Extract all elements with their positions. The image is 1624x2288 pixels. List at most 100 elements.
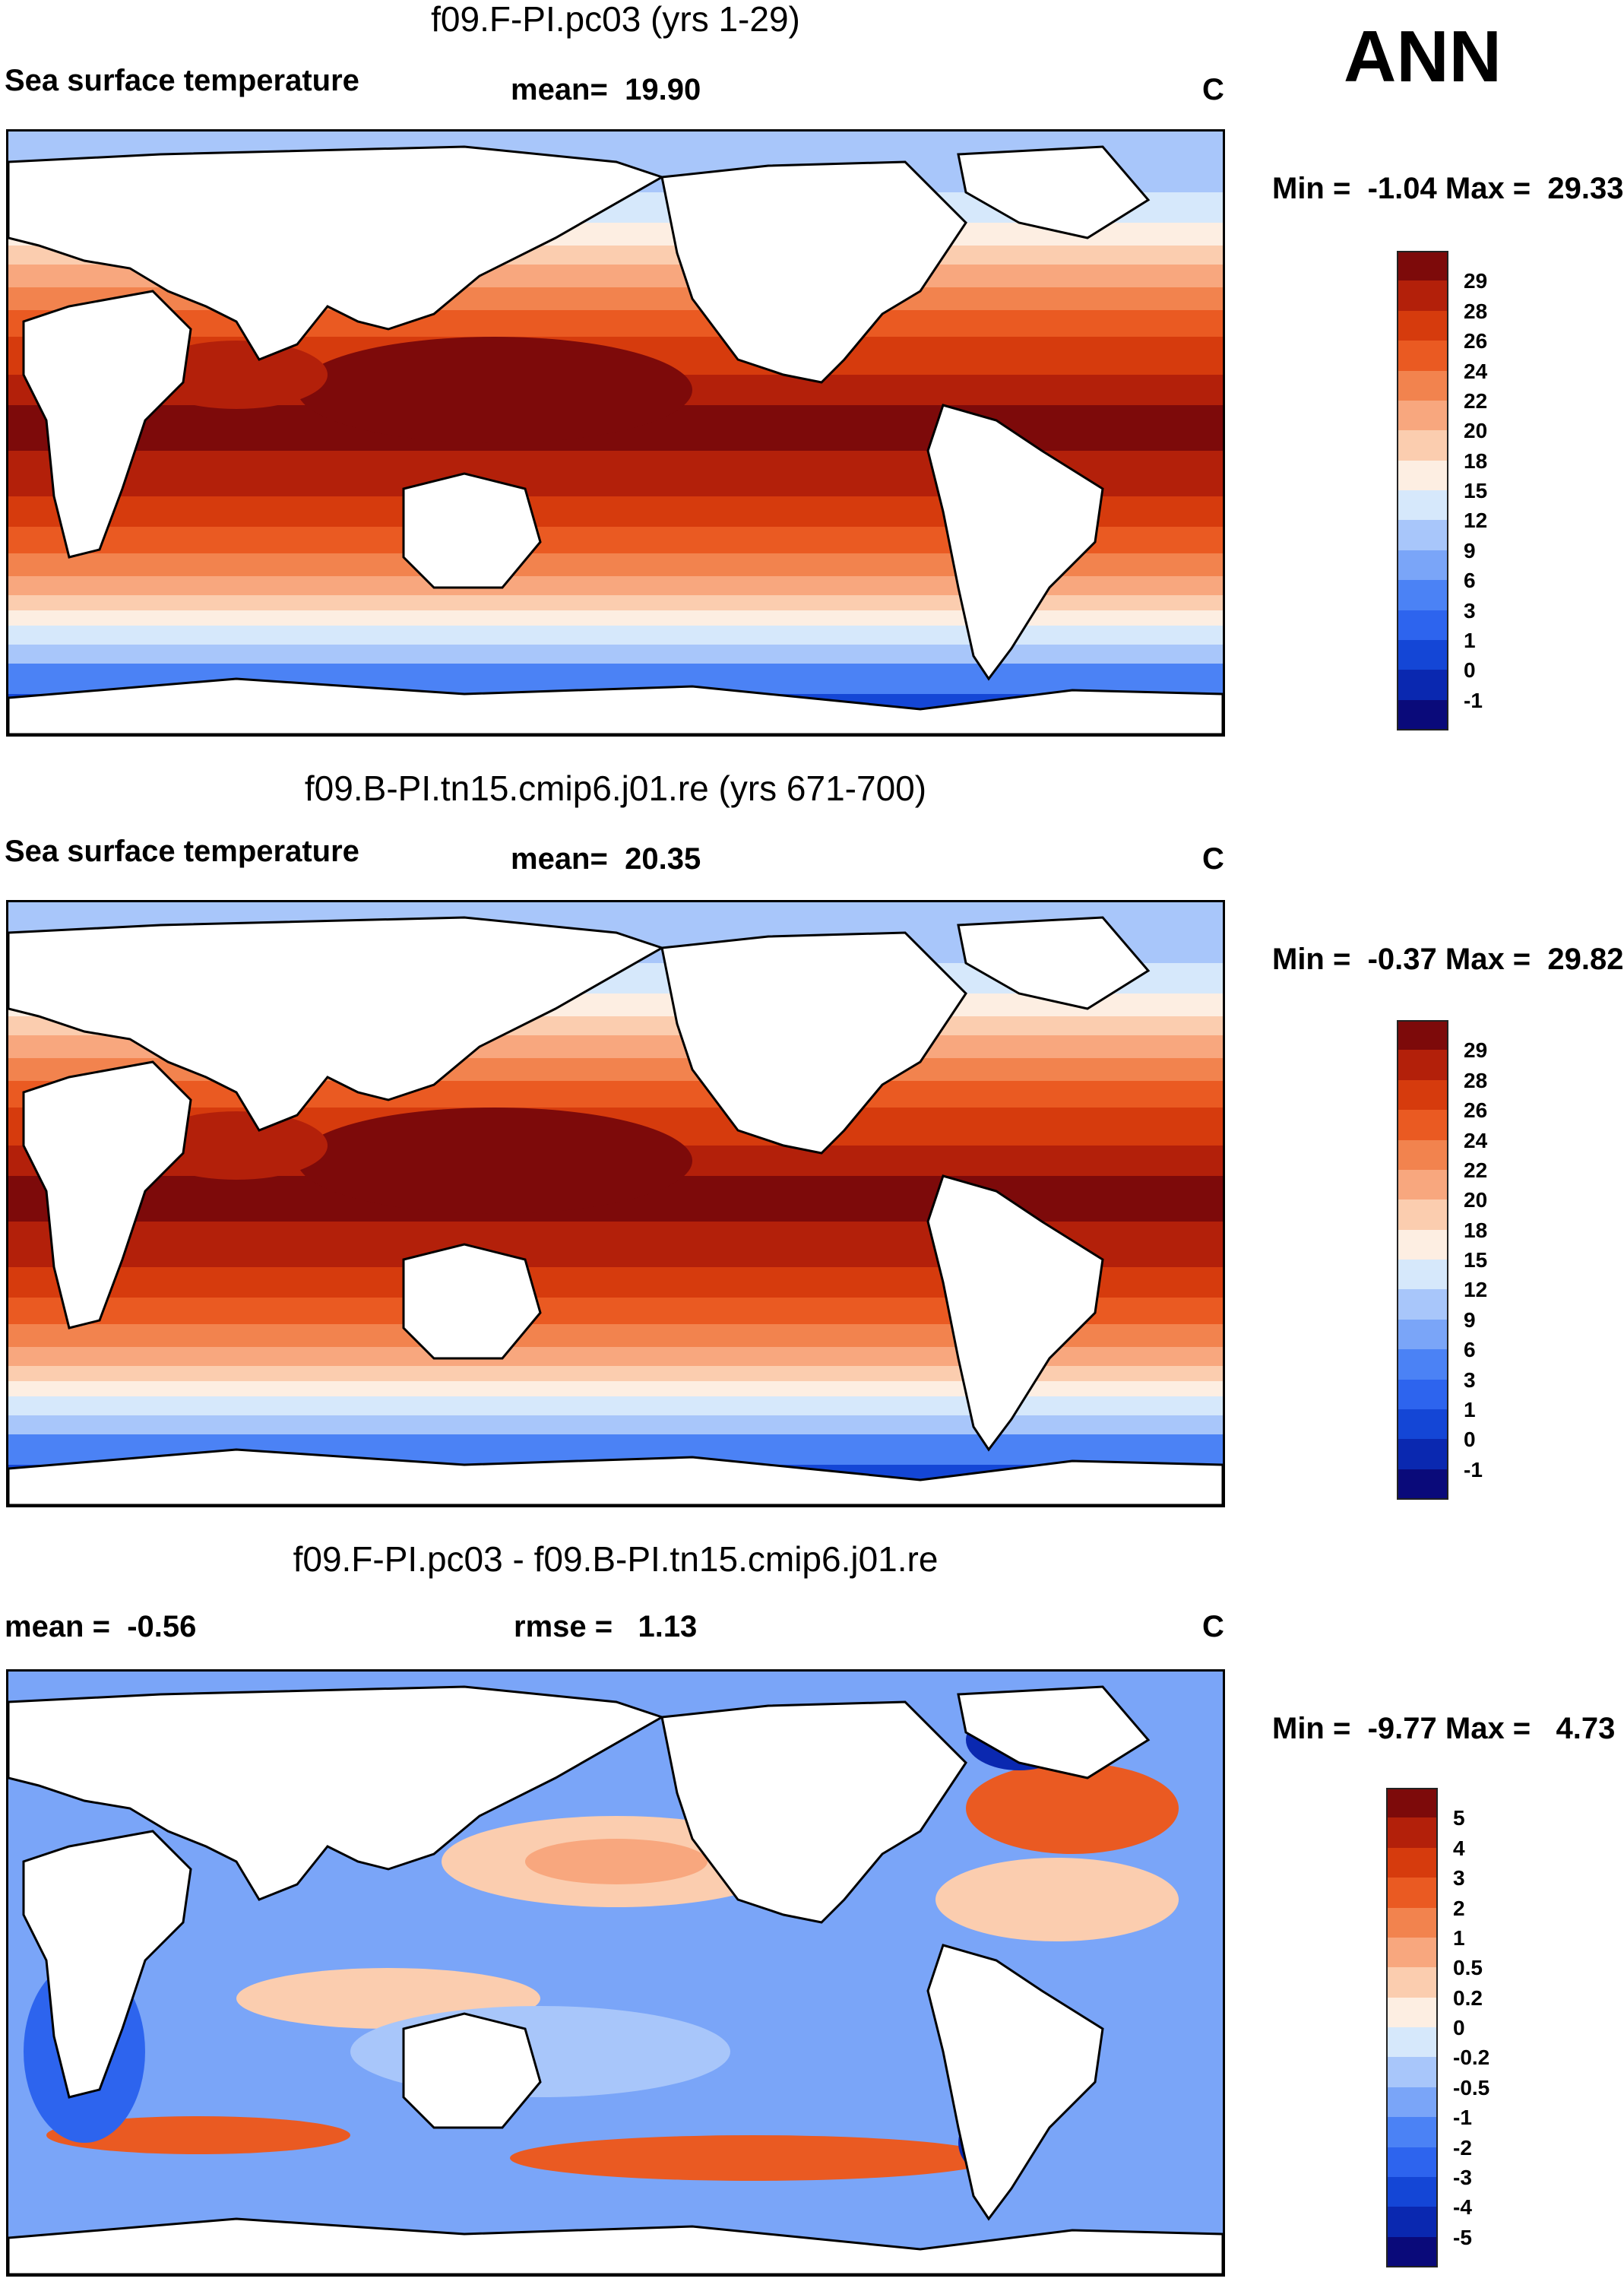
colorbar-tick-label: 0 bbox=[1464, 1428, 1476, 1452]
panel-2-minmax: Min = -0.37 Max = 29.82 bbox=[1272, 943, 1624, 977]
colorbar-swatch bbox=[1397, 1439, 1448, 1470]
colorbar-tick-label: 20 bbox=[1464, 1188, 1488, 1212]
panel-3-max-value: 4.73 bbox=[1556, 1712, 1616, 1745]
colorbar-tick-label: 29 bbox=[1464, 1038, 1488, 1063]
colorbar-swatch bbox=[1397, 1469, 1448, 1500]
panel-1-mean-value: 19.90 bbox=[625, 73, 701, 106]
colorbar-tick-label: -3 bbox=[1453, 2165, 1472, 2189]
colorbar-tick-label: -1 bbox=[1464, 688, 1483, 712]
colorbar-tick-label: 22 bbox=[1464, 388, 1488, 413]
colorbar-swatch bbox=[1386, 2117, 1438, 2148]
panel-2-mean: mean= 20.35 bbox=[511, 842, 701, 876]
colorbar-tick-label: 0.2 bbox=[1453, 1985, 1483, 2010]
panel-2-sst-field bbox=[8, 902, 1223, 1505]
panel-1-units: C bbox=[1202, 73, 1224, 106]
colorbar-tick-label: 1 bbox=[1464, 628, 1476, 652]
sst-contour-band bbox=[8, 1381, 1223, 1397]
panel-3-diff-field bbox=[8, 1672, 1223, 2274]
colorbar-swatch bbox=[1397, 639, 1448, 671]
colorbar-swatch bbox=[1386, 1997, 1438, 2028]
colorbar-swatch bbox=[1397, 1229, 1448, 1260]
colorbar-swatch bbox=[1397, 520, 1448, 551]
panel-1-min-label: Min = bbox=[1272, 172, 1351, 205]
colorbar-swatch bbox=[1397, 370, 1448, 401]
colorbar-swatch bbox=[1386, 1878, 1438, 1909]
colorbar-tick-label: -4 bbox=[1453, 2195, 1472, 2220]
colorbar-tick-label: -5 bbox=[1453, 2225, 1472, 2249]
panel-1-mean: mean= 19.90 bbox=[511, 73, 701, 107]
panel-3-min-value: -9.77 bbox=[1367, 1712, 1437, 1745]
colorbar-swatch bbox=[1386, 1847, 1438, 1879]
colorbar-swatch bbox=[1386, 2147, 1438, 2178]
continent-outline bbox=[660, 1700, 967, 1924]
colorbar-swatch bbox=[1397, 310, 1448, 342]
colorbar-tick-label: 0.5 bbox=[1453, 1956, 1483, 1980]
colorbar-tick-label: -0.5 bbox=[1453, 2075, 1490, 2099]
colorbar-tick-label: 6 bbox=[1464, 569, 1476, 593]
panel-2-min-label: Min = bbox=[1272, 943, 1351, 976]
colorbar-tick-label: 28 bbox=[1464, 1068, 1488, 1092]
colorbar-tick-label: 28 bbox=[1464, 299, 1488, 323]
colorbar-swatch bbox=[1386, 1937, 1438, 1969]
colorbar-tick-label: 12 bbox=[1464, 509, 1488, 533]
panel-1-variable: Sea surface temperature bbox=[5, 64, 359, 97]
colorbar-swatch bbox=[1386, 2027, 1438, 2058]
colorbar-tick-label: 9 bbox=[1464, 538, 1476, 562]
colorbar-swatch bbox=[1397, 280, 1448, 312]
colorbar-swatch bbox=[1397, 610, 1448, 641]
colorbar-swatch bbox=[1386, 1817, 1438, 1849]
colorbar-tick-label: 26 bbox=[1464, 1098, 1488, 1123]
continent-outline bbox=[22, 1830, 192, 2099]
colorbar-swatch bbox=[1397, 699, 1448, 730]
colorbar-swatch bbox=[1397, 1199, 1448, 1231]
colorbar-swatch bbox=[1397, 1169, 1448, 1201]
colorbar-tick-label: 9 bbox=[1464, 1307, 1476, 1332]
colorbar-tick-label: -2 bbox=[1453, 2135, 1472, 2160]
sst-contour-band bbox=[8, 310, 1223, 337]
panel-2-mean-value: 20.35 bbox=[625, 842, 701, 876]
warm-pool-contour bbox=[145, 341, 328, 409]
colorbar-tick-label: 18 bbox=[1464, 448, 1488, 473]
colorbar-swatch bbox=[1397, 1289, 1448, 1320]
continent-outline bbox=[8, 2217, 1223, 2274]
colorbar-swatch bbox=[1397, 670, 1448, 701]
sst-contour-band bbox=[8, 1415, 1223, 1435]
colorbar-tick-label: 3 bbox=[1453, 1866, 1465, 1890]
panel-2-variable: Sea surface temperature bbox=[5, 835, 359, 868]
panel-1-colorbar: 29 28 26 24 22 20 18 15 12 9 6 3 1 0 -1 bbox=[1397, 251, 1549, 730]
continent-outline bbox=[8, 1685, 665, 1901]
colorbar-tick-label: 22 bbox=[1464, 1158, 1488, 1182]
continent-outline bbox=[957, 916, 1151, 1010]
colorbar-swatch bbox=[1397, 550, 1448, 582]
continent-outline bbox=[8, 916, 665, 1132]
colorbar-tick-label: 15 bbox=[1464, 1248, 1488, 1272]
panel-2-units: C bbox=[1202, 842, 1224, 876]
continent-outline bbox=[22, 290, 192, 559]
panel-2-min-value: -0.37 bbox=[1367, 943, 1437, 976]
continent-outline bbox=[22, 1060, 192, 1329]
colorbar-swatch bbox=[1397, 1319, 1448, 1351]
panel-2-mean-label: mean= bbox=[511, 842, 608, 876]
colorbar-tick-label: 3 bbox=[1464, 598, 1476, 623]
colorbar-tick-label: 0 bbox=[1453, 2016, 1465, 2039]
continent-outline bbox=[957, 1685, 1151, 1779]
panel-2-map bbox=[6, 900, 1225, 1507]
colorbar-tick-label: 24 bbox=[1464, 359, 1488, 383]
colorbar-tick-label: 12 bbox=[1464, 1278, 1488, 1302]
panel-3-title: f09.F-PI.pc03 - f09.B-PI.tn15.cmip6.j01.… bbox=[293, 1539, 939, 1579]
colorbar-tick-label: 6 bbox=[1464, 1338, 1476, 1362]
continent-outline bbox=[402, 2012, 542, 2129]
colorbar-tick-label: 18 bbox=[1464, 1218, 1488, 1242]
colorbar-tick-label: 5 bbox=[1453, 1806, 1465, 1830]
warm-pool-contour bbox=[297, 1108, 692, 1214]
continent-outline bbox=[8, 1448, 1223, 1505]
colorbar-swatch bbox=[1386, 1788, 1438, 1819]
continent-outline bbox=[926, 1174, 1104, 1452]
colorbar-tick-label: 1 bbox=[1464, 1397, 1476, 1421]
colorbar-tick-label: -0.2 bbox=[1453, 2046, 1490, 2070]
continent-outline bbox=[8, 677, 1223, 734]
panel-1-title: f09.F-PI.pc03 (yrs 1-29) bbox=[431, 0, 800, 39]
colorbar-swatch bbox=[1397, 1349, 1448, 1380]
colorbar-swatch bbox=[1386, 1967, 1438, 1998]
colorbar-swatch bbox=[1397, 341, 1448, 372]
